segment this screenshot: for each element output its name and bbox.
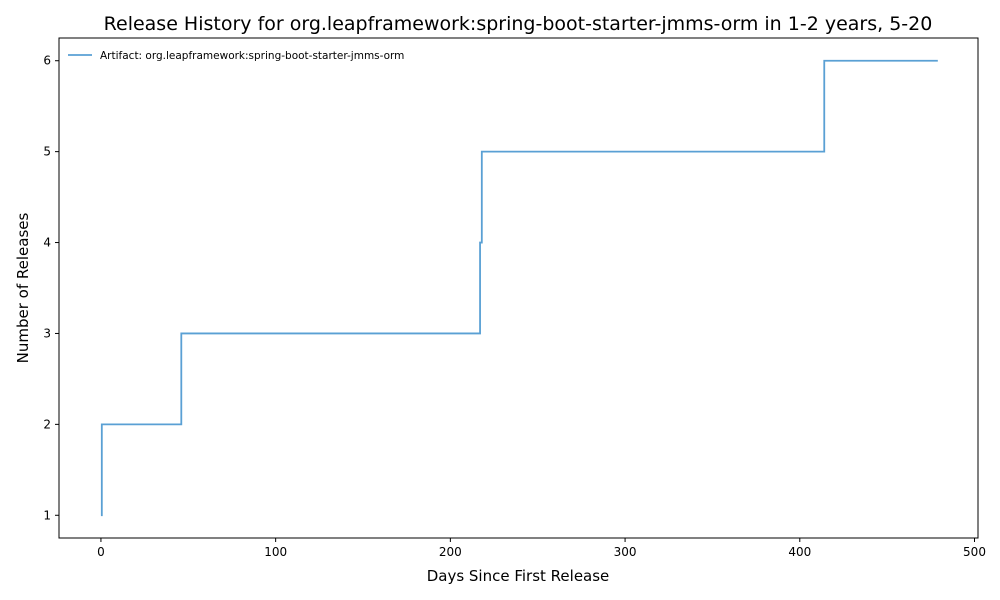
x-tick-label: 500 bbox=[963, 545, 986, 559]
y-tick-label: 3 bbox=[43, 326, 51, 340]
y-tick-label: 4 bbox=[43, 236, 51, 250]
y-axis-label: Number of Releases bbox=[14, 212, 32, 363]
series-layer bbox=[100, 59, 938, 517]
y-axis-ticks: 1 2 3 4 5 6 bbox=[43, 54, 59, 522]
y-tick-label: 6 bbox=[43, 54, 51, 68]
x-tick-label: 300 bbox=[614, 545, 637, 559]
legend: Artifact: org.leapframework:spring-boot-… bbox=[68, 50, 404, 62]
chart-title: Release History for org.leapframework:sp… bbox=[104, 13, 933, 35]
x-tick-label: 400 bbox=[788, 545, 811, 559]
plot-background bbox=[59, 38, 978, 538]
x-tick-label: 100 bbox=[264, 545, 287, 559]
series-step-line bbox=[100, 59, 938, 517]
y-tick-label: 1 bbox=[43, 508, 51, 522]
x-tick-label: 200 bbox=[439, 545, 462, 559]
x-axis-label: Days Since First Release bbox=[427, 567, 610, 585]
y-tick-label: 2 bbox=[43, 417, 51, 431]
x-axis-ticks: 0 100 200 300 400 500 bbox=[97, 538, 986, 559]
plot-frame bbox=[58, 37, 979, 539]
legend-entry: Artifact: org.leapframework:spring-boot-… bbox=[100, 50, 404, 62]
y-tick-label: 5 bbox=[43, 145, 51, 159]
x-tick-label: 0 bbox=[97, 545, 105, 559]
